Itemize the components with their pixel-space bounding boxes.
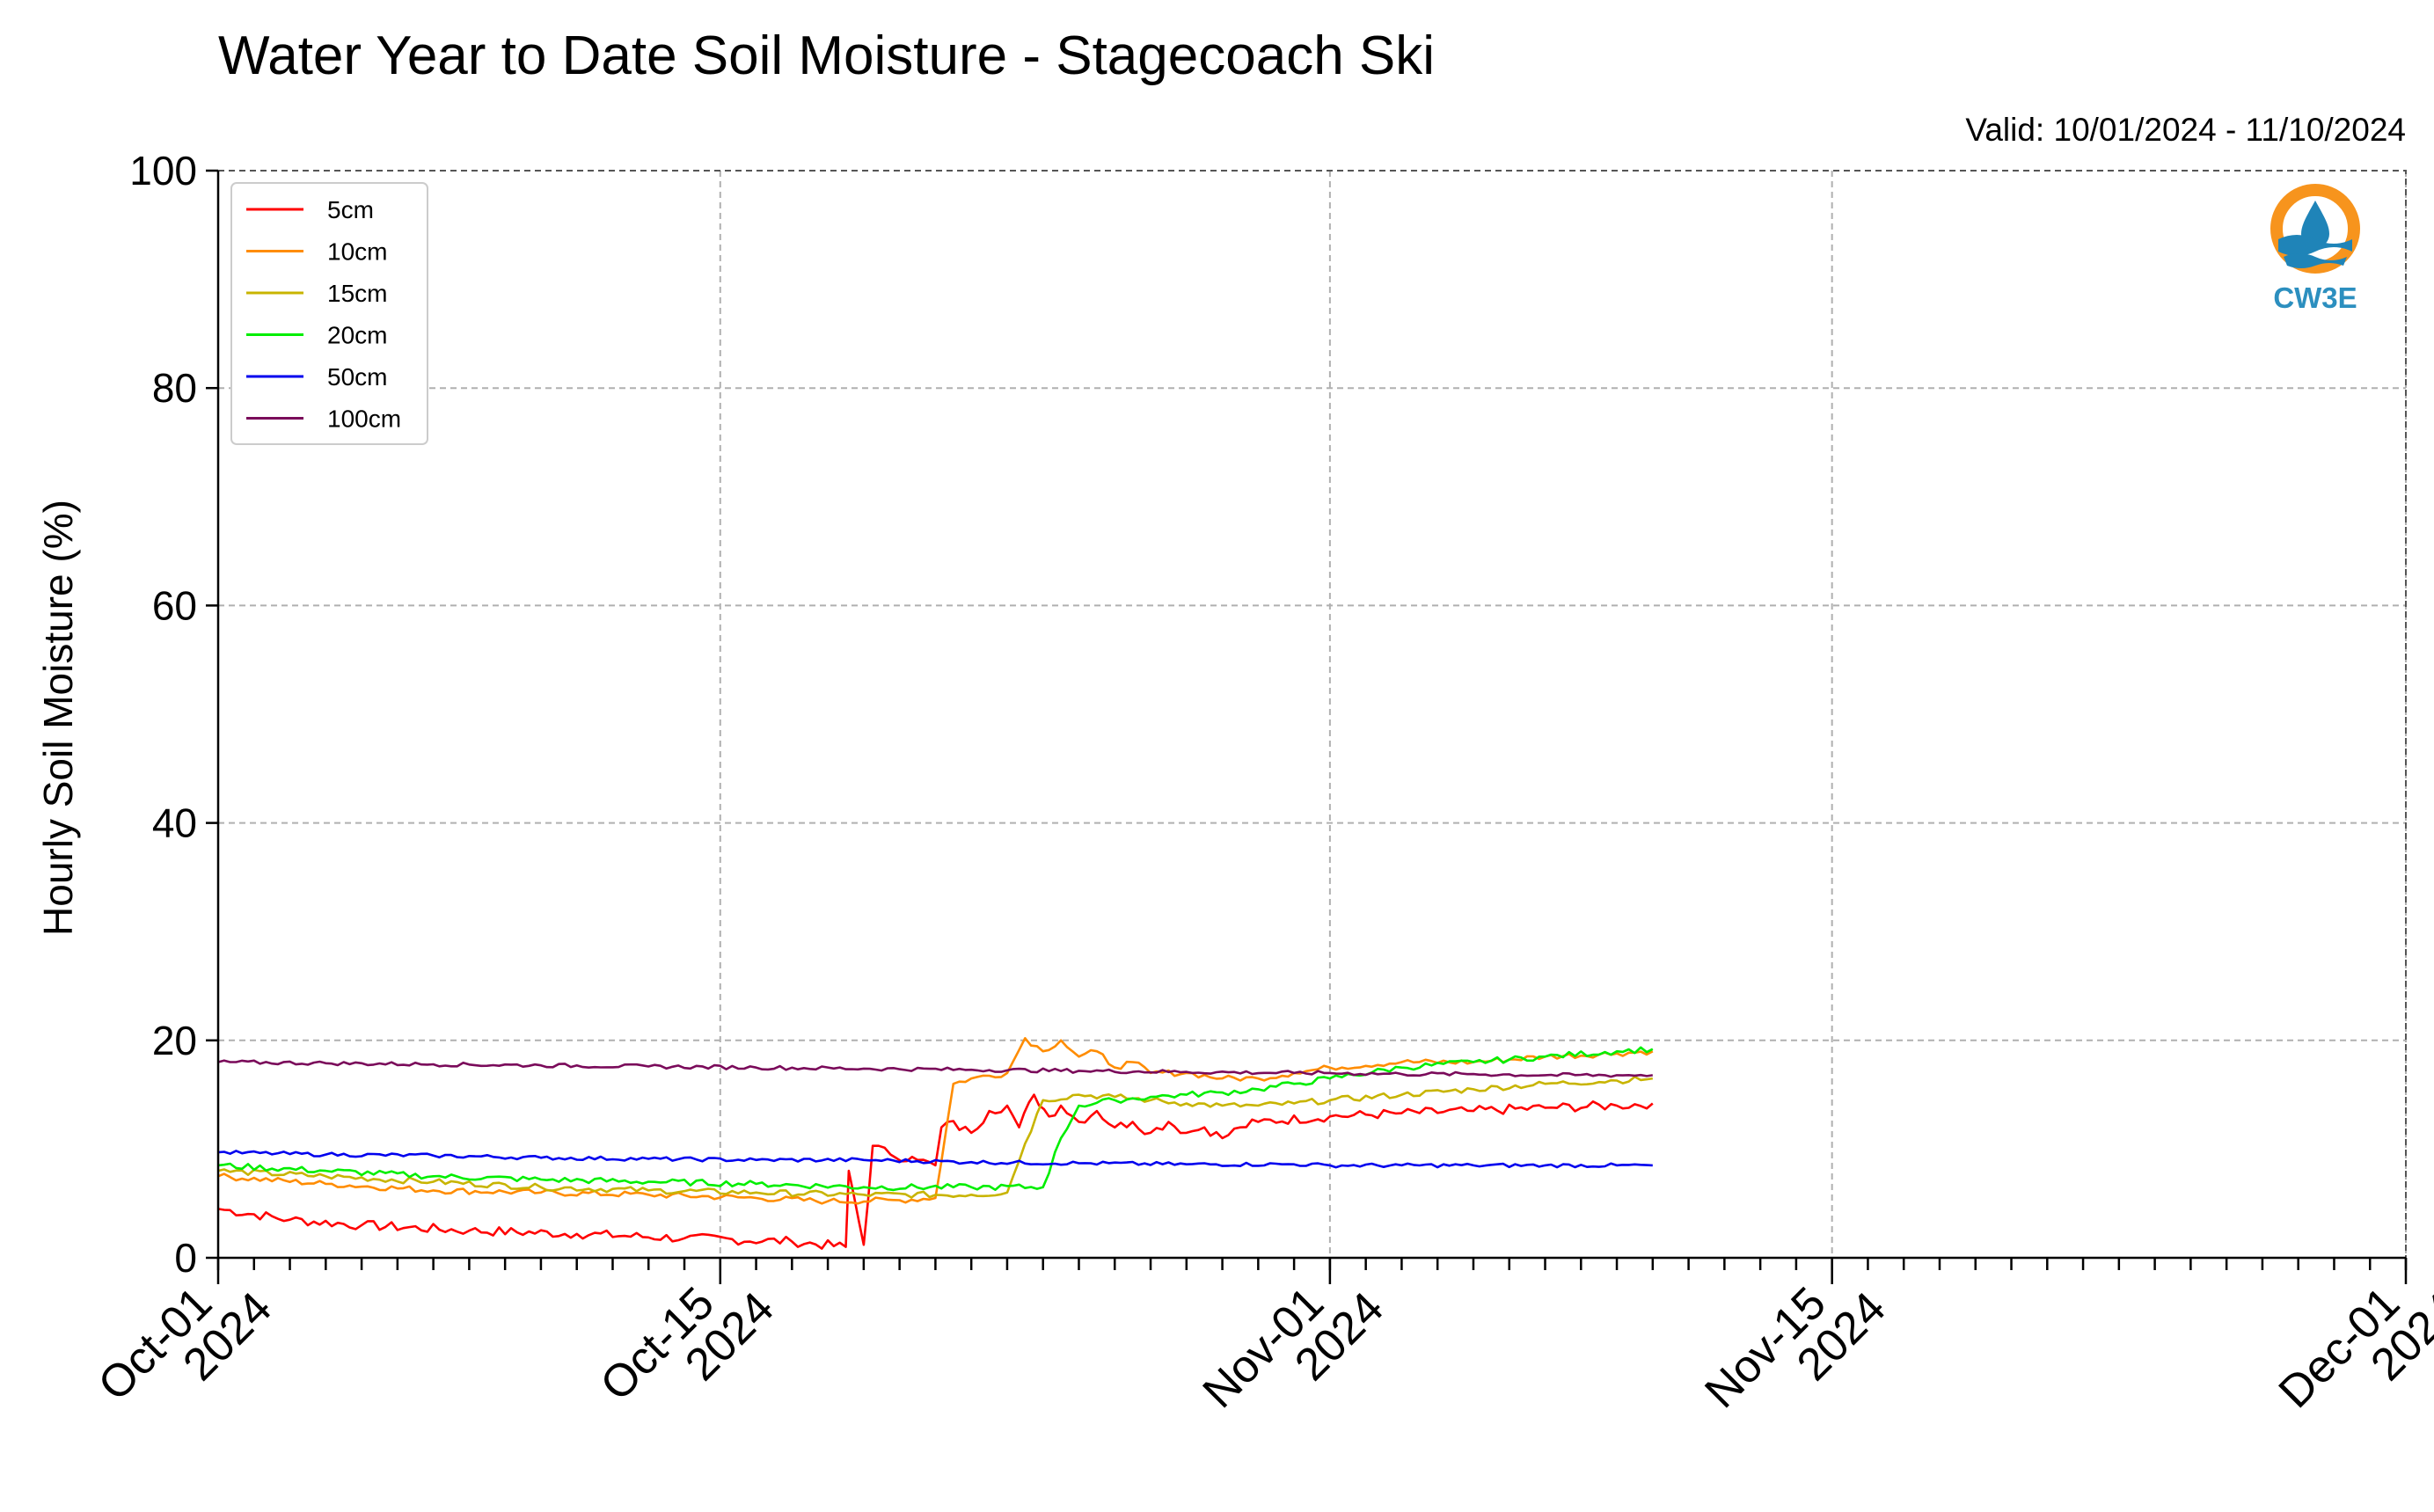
y-tick-label: 60 — [152, 582, 197, 628]
y-tick-label: 0 — [174, 1235, 197, 1281]
series-line-15cm — [217, 1075, 1653, 1199]
legend-label-15cm: 15cm — [327, 280, 387, 307]
series-line-10cm — [217, 1037, 1654, 1205]
logo-text: CW3E — [2273, 281, 2357, 314]
series-line-20cm — [217, 1046, 1654, 1192]
legend-label-20cm: 20cm — [327, 322, 387, 349]
legend-box — [230, 182, 428, 445]
water-drop-icon — [2301, 201, 2329, 248]
series-line-100cm — [217, 1059, 1653, 1078]
cw3e-logo: CW3E — [2270, 184, 2360, 314]
logo-wave — [2278, 235, 2352, 256]
legend-label-10cm: 10cm — [327, 238, 387, 266]
legend: 5cm 10cm 15cm 20cm 50cm 100cm — [230, 182, 428, 445]
chart-title: Water Year to Date Soil Moisture - Stage… — [218, 26, 1435, 86]
series-line-5cm — [217, 1093, 1654, 1250]
axes — [206, 169, 2408, 1284]
legend-label-5cm: 5cm — [327, 196, 374, 223]
series-line-50cm — [217, 1150, 1653, 1169]
gridlines — [217, 170, 2407, 1259]
y-tick-label: 40 — [152, 800, 197, 846]
y-tick-label: 20 — [152, 1018, 197, 1063]
plot-frame — [217, 170, 2407, 1259]
chart-subtitle: Valid: 10/01/2024 - 11/10/2024 — [1965, 112, 2406, 148]
y-tick-labels: 0 20 40 60 80 100 — [129, 148, 197, 1281]
series-lines — [217, 1037, 1654, 1250]
y-axis-label: Hourly Soil Moisture (%) — [35, 500, 81, 936]
y-tick-label: 100 — [129, 148, 197, 194]
legend-label-100cm: 100cm — [327, 405, 401, 433]
logo-wave-lower — [2284, 253, 2347, 268]
logo-ring — [2270, 184, 2360, 274]
y-tick-label: 80 — [152, 365, 197, 411]
legend-label-50cm: 50cm — [327, 363, 387, 391]
